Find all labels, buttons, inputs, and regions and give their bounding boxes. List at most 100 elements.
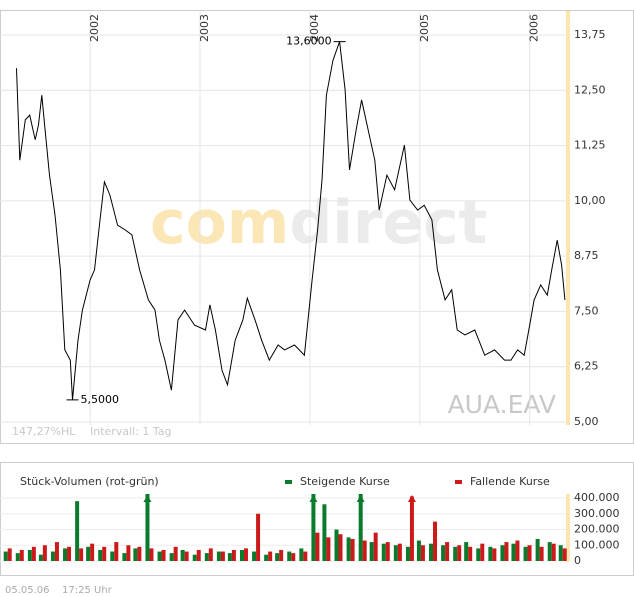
volume-bar: [405, 546, 410, 561]
footer-time: 17:25 Uhr: [62, 585, 113, 596]
volume-bar: [133, 548, 138, 561]
volume-bar: [429, 543, 434, 561]
price-axis-band: [566, 11, 570, 425]
y-tick-label: 400.000: [574, 491, 620, 504]
volume-bar: [539, 546, 544, 561]
volume-bar: [42, 545, 47, 561]
volume-bar: [50, 551, 55, 561]
volume-bar: [311, 494, 316, 561]
volume-bar: [54, 542, 59, 561]
volume-bar: [464, 542, 469, 561]
volume-bar: [381, 543, 386, 561]
y-tick-label: 7,50: [574, 304, 599, 317]
volume-bar: [196, 549, 201, 561]
volume-bar: [137, 546, 142, 561]
volume-bar: [252, 551, 257, 561]
overflow-arrow: [356, 495, 365, 502]
volume-bar: [279, 549, 284, 561]
volume-bar: [145, 494, 150, 561]
volume-bar: [31, 546, 36, 561]
volume-bar: [157, 551, 162, 561]
volume-bar: [385, 542, 390, 561]
volume-bar: [220, 551, 225, 561]
volume-bar: [409, 496, 414, 561]
volume-bar: [173, 546, 178, 561]
volume-bar: [441, 545, 446, 561]
volume-bar: [110, 551, 115, 561]
volume-bar: [264, 554, 269, 561]
volume-bar: [27, 549, 32, 561]
legend-swatch: [455, 480, 462, 484]
watermark-part: direct: [289, 188, 487, 258]
volume-bar: [500, 545, 505, 561]
volume-bar: [239, 549, 244, 561]
volume-bar: [204, 553, 209, 561]
volume-bar: [515, 540, 520, 561]
volume-bar: [15, 553, 20, 561]
info: Intervall: 1 Tag: [90, 425, 172, 438]
volume-bar: [322, 504, 327, 561]
volume-bar: [90, 543, 95, 561]
volume-bar: [488, 546, 493, 561]
volume-bar: [63, 548, 68, 561]
volume-bar: [287, 551, 292, 561]
volume-bar: [216, 551, 221, 561]
volume-bar: [169, 553, 174, 561]
volume-bar: [268, 551, 273, 561]
volume-bar: [303, 551, 308, 561]
volume-bar: [416, 540, 421, 561]
volume-bar: [86, 546, 91, 561]
volume-bar: [326, 537, 331, 561]
volume-bar: [275, 553, 280, 561]
volume-bar: [562, 548, 567, 561]
y-tick-label: 300.000: [574, 507, 620, 520]
volume-bar: [291, 553, 296, 561]
y-tick-label: 5,00: [574, 415, 599, 428]
volume-bar: [338, 534, 343, 561]
price-line: [16, 41, 566, 400]
y-tick-label: 13,75: [574, 28, 606, 41]
volume-bar: [511, 543, 516, 561]
y-tick-label: 12,50: [574, 83, 606, 96]
volume-bar: [122, 553, 127, 561]
volume-bar: [114, 542, 119, 561]
x-tick-label: 2005: [418, 14, 431, 42]
volume-bar: [420, 545, 425, 561]
volume-bar: [362, 540, 367, 561]
watermark-part: com: [150, 188, 289, 258]
volume-bar: [161, 549, 166, 561]
volume-bar: [480, 543, 485, 561]
volume-bar: [373, 532, 378, 561]
annotation-label: 5,5000: [81, 393, 120, 406]
y-tick-label: 6,25: [574, 360, 599, 373]
y-tick-label: 0: [574, 554, 581, 567]
x-tick-label: 2002: [88, 14, 101, 42]
volume-bar: [98, 549, 103, 561]
volume-bar: [3, 551, 8, 561]
volume-bar: [19, 549, 24, 561]
volume-bar: [492, 548, 497, 561]
volume-bar: [504, 542, 509, 561]
volume-bar: [551, 543, 556, 561]
volume-bar: [445, 542, 450, 561]
legend-label: Steigende Kurse: [300, 475, 390, 488]
x-tick-label: 2006: [528, 14, 541, 42]
overflow-arrow: [407, 495, 416, 502]
info: 147,27%HL: [12, 425, 76, 438]
volume-bar: [397, 543, 402, 561]
volume-bar: [243, 548, 248, 561]
volume-bar: [7, 548, 12, 561]
volume-bar: [523, 546, 528, 561]
volume-bar: [346, 537, 351, 561]
y-tick-label: 10,00: [574, 194, 606, 207]
volume-bar: [315, 532, 320, 561]
volume-bar: [180, 549, 185, 561]
overflow-arrow: [309, 495, 318, 502]
price-panel: [0, 10, 634, 444]
volume-title: Stück-Volumen (rot-grün): [20, 475, 159, 488]
volume-bar: [433, 521, 438, 561]
overflow-arrow: [143, 495, 152, 502]
volume-bar: [393, 545, 398, 561]
volume-bar: [192, 554, 197, 561]
